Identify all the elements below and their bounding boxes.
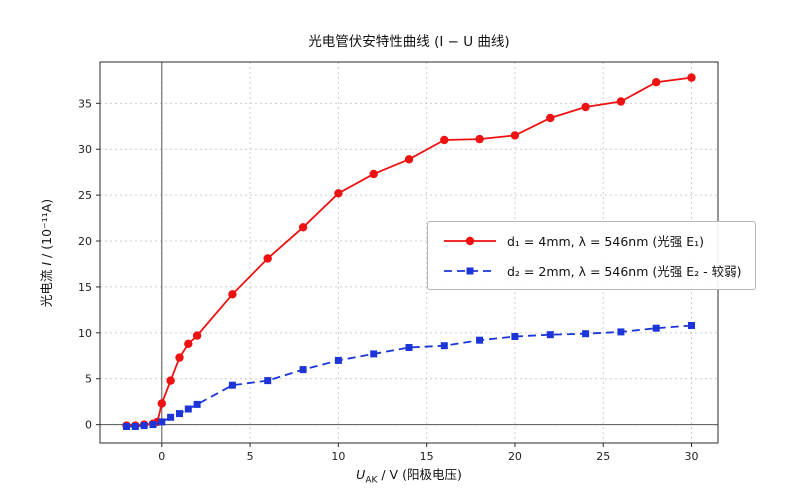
x-tick-label: 20 xyxy=(508,450,522,463)
y-tick-label: 10 xyxy=(78,327,92,340)
data-marker-square xyxy=(688,322,695,329)
y-axis-prefix: 光电流 xyxy=(39,265,54,308)
legend-sample-red-circle-icon xyxy=(444,236,496,245)
data-marker-square xyxy=(617,328,625,336)
legend-label-series2: d₂ = 2mm, λ = 546nm (光强 E₂ - 较弱) xyxy=(507,264,742,279)
series-line-2 xyxy=(126,324,692,428)
y-tick-label: 20 xyxy=(78,235,92,248)
legend-label-series1: d₁ = 4mm, λ = 546nm (光强 E₁) xyxy=(507,234,705,249)
x-axis-unit: / V (阳极电压) xyxy=(377,467,462,482)
data-marker-square xyxy=(652,324,660,332)
data-marker-square xyxy=(546,331,554,339)
legend: d₁ = 4mm, λ = 546nm (光强 E₁) d₂ = 2mm, λ … xyxy=(427,221,757,290)
data-marker-square xyxy=(299,366,307,374)
data-marker-square xyxy=(167,413,175,421)
y-tick-label: 30 xyxy=(78,143,92,156)
data-marker-circle xyxy=(475,134,484,144)
x-tick-label: 5 xyxy=(247,450,254,463)
legend-sample-blue-square-icon xyxy=(444,267,496,274)
legend-entry-series2: d₂ = 2mm, λ = 546nm (光强 E₂ - 较弱) xyxy=(442,261,741,280)
y-tick-label: 25 xyxy=(78,189,92,202)
data-marker-square xyxy=(131,423,139,430)
data-marker-square xyxy=(184,405,192,413)
y-axis-symbol: I xyxy=(39,261,54,266)
data-marker-circle xyxy=(263,254,272,263)
data-marker-square xyxy=(405,344,413,351)
y-tick-label: 35 xyxy=(78,97,92,110)
y-axis-label: 光电流 I / (10⁻¹¹A) xyxy=(36,103,56,403)
chart-title: 光电管伏安特性曲线 (I − U 曲线) xyxy=(308,34,510,50)
x-tick-label: 15 xyxy=(420,450,434,463)
data-marker-circle xyxy=(157,399,166,408)
data-marker-circle xyxy=(228,290,237,299)
data-marker-circle xyxy=(652,78,661,87)
data-marker-square xyxy=(149,421,157,429)
y-axis-unit: / (10⁻¹¹A) xyxy=(39,198,54,262)
data-marker-square xyxy=(264,377,272,385)
data-marker-circle xyxy=(510,131,520,140)
data-marker-circle xyxy=(581,102,590,112)
data-marker-circle xyxy=(175,353,184,362)
legend-marker-circle xyxy=(465,236,475,245)
legend-marker-square xyxy=(466,267,474,274)
data-marker-square xyxy=(582,330,590,338)
data-marker-square xyxy=(228,381,236,389)
x-tick-label: 30 xyxy=(685,450,699,463)
data-marker-square xyxy=(193,400,201,408)
x-axis-symbol: U xyxy=(356,467,366,482)
legend-entry-series1: d₁ = 4mm, λ = 546nm (光强 E₁) xyxy=(442,231,741,250)
data-marker-square xyxy=(370,350,378,358)
data-marker-circle xyxy=(616,97,626,106)
data-marker-square xyxy=(440,342,448,350)
data-marker-square xyxy=(511,333,519,340)
data-marker-circle xyxy=(334,189,343,198)
data-marker-square xyxy=(158,418,166,426)
y-tick-label: 0 xyxy=(85,419,92,432)
data-marker-square xyxy=(334,356,342,364)
data-marker-square xyxy=(176,410,183,418)
data-marker-square xyxy=(123,423,130,430)
x-axis-label: UAK / V (阳极电压) xyxy=(9,464,800,486)
data-marker-square xyxy=(140,422,148,430)
data-marker-circle xyxy=(166,376,175,385)
data-marker-circle xyxy=(298,223,308,232)
data-marker-circle xyxy=(184,339,193,348)
y-tick-label: 15 xyxy=(78,281,92,294)
data-marker-circle xyxy=(440,135,449,145)
x-tick-label: 0 xyxy=(158,450,165,463)
data-marker-circle xyxy=(546,113,555,123)
x-tick-label: 25 xyxy=(596,450,610,463)
data-marker-circle xyxy=(687,73,696,82)
data-marker-circle xyxy=(369,169,378,179)
data-marker-square xyxy=(476,336,484,344)
x-tick-label: 10 xyxy=(331,450,345,463)
y-tick-label: 5 xyxy=(85,373,92,386)
x-axis-subscript: AK xyxy=(365,475,378,486)
data-marker-circle xyxy=(192,331,202,340)
data-marker-circle xyxy=(404,155,414,164)
